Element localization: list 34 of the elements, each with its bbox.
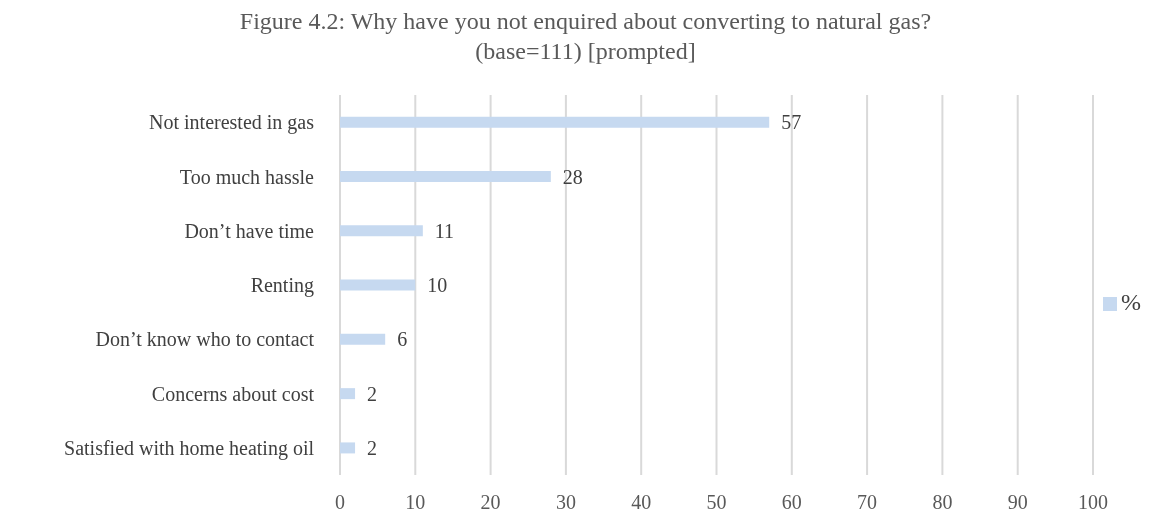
x-tick-label: 10 bbox=[405, 491, 426, 514]
y-tick-label: Satisfied with home heating oil bbox=[64, 436, 315, 460]
x-tick-label: 50 bbox=[706, 491, 727, 514]
x-tick-label: 80 bbox=[932, 491, 953, 514]
data-label: 2 bbox=[367, 382, 378, 405]
y-tick-label: Don’t have time bbox=[184, 219, 315, 242]
data-label: 11 bbox=[434, 219, 455, 242]
y-tick-label: Concerns about cost bbox=[151, 382, 315, 405]
x-tick-label: 90 bbox=[1007, 491, 1028, 514]
x-tick-label: 100 bbox=[1078, 491, 1108, 514]
bar bbox=[340, 279, 416, 291]
bar bbox=[340, 388, 356, 400]
bar bbox=[340, 442, 356, 454]
y-tick-label: Not interested in gas bbox=[149, 111, 315, 135]
chart-title: Figure 4.2: Why have you not enquired about converting to natural gas? (base=111) [prompted] bbox=[238, 7, 933, 66]
data-label: 2 bbox=[367, 437, 378, 460]
y-tick-label: Too much hassle bbox=[179, 165, 315, 188]
y-tick-label: Don’t know who to contact bbox=[95, 328, 315, 351]
x-tick-label: 60 bbox=[781, 491, 802, 514]
data-label: 6 bbox=[397, 328, 408, 351]
x-tick-label: 70 bbox=[857, 491, 878, 514]
bar bbox=[340, 116, 770, 128]
x-tick-label: 30 bbox=[555, 491, 576, 514]
y-tick-label: Renting bbox=[250, 274, 314, 298]
data-label: 57 bbox=[781, 111, 802, 134]
x-tick-label: 0 bbox=[335, 491, 345, 514]
bar bbox=[340, 333, 386, 345]
bar bbox=[340, 171, 551, 182]
legend-label: % bbox=[1121, 289, 1141, 315]
x-tick-label: 20 bbox=[480, 491, 501, 514]
data-label: 10 bbox=[427, 274, 448, 297]
bar bbox=[340, 225, 423, 237]
data-label: 28 bbox=[562, 165, 583, 188]
x-tick-label: 40 bbox=[631, 491, 652, 514]
